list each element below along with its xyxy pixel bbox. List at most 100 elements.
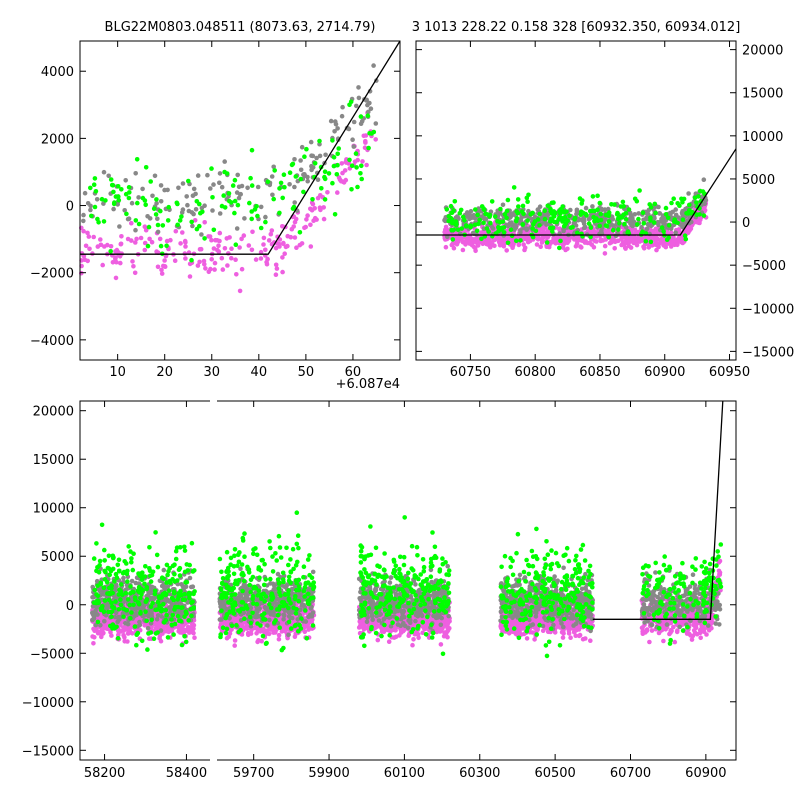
tr-green-point <box>592 218 597 224</box>
tr-magenta-point <box>527 238 533 244</box>
tl-grey-point <box>180 207 186 212</box>
b-green-point <box>268 576 273 582</box>
tr-green-point <box>519 209 525 214</box>
tl-grey-point <box>328 118 334 124</box>
tr-green-point <box>452 199 458 204</box>
b-green-point <box>97 558 103 564</box>
tl-magenta-point <box>155 264 161 270</box>
tl-green-point <box>366 145 371 151</box>
tl-magenta-point <box>164 238 170 244</box>
tr-green-point <box>675 201 680 206</box>
tl-grey-point <box>217 180 222 186</box>
b-green-point <box>124 608 129 613</box>
tl-green-point <box>287 170 293 175</box>
tr-green-point <box>513 218 519 224</box>
tl-green-point <box>271 196 277 202</box>
tl-magenta-point <box>265 256 270 262</box>
tl-magenta-point <box>157 236 163 242</box>
tr-green-point <box>558 238 563 244</box>
b-green-point <box>270 554 275 559</box>
tl-green-point <box>224 171 230 176</box>
tl-green-point <box>293 174 299 179</box>
tl-green-point <box>93 189 99 194</box>
b-green-point <box>102 547 107 553</box>
tr-green-point <box>481 207 487 213</box>
tr-green-point <box>509 233 515 239</box>
tr-green-point <box>518 238 523 243</box>
b-green-point <box>189 600 194 605</box>
tl-grey-point <box>236 195 242 201</box>
tl-magenta-point <box>239 266 245 272</box>
tl-magenta-point <box>202 220 207 225</box>
tl-magenta-point <box>180 230 185 235</box>
tl-magenta-point <box>250 229 255 235</box>
tl-grey-point <box>299 144 305 150</box>
tr-magenta-point <box>668 230 674 235</box>
b-green-point <box>99 522 105 528</box>
tl-green-point <box>145 243 151 249</box>
b-green-point <box>229 623 235 629</box>
tr-green-point <box>542 216 548 222</box>
tl-grey-point <box>371 63 376 68</box>
tr-green-point <box>501 225 507 230</box>
b-green-point <box>178 588 183 594</box>
tr-magenta-point <box>619 242 624 248</box>
tl-magenta-point <box>318 193 323 198</box>
tr-green-point <box>632 196 638 202</box>
tl-grey-point <box>305 178 311 184</box>
tl-magenta-point <box>100 262 105 268</box>
tl-magenta-point <box>219 255 225 261</box>
b-magenta-point <box>292 634 298 639</box>
tr-grey-point <box>647 222 652 228</box>
tr-green-point <box>450 237 456 242</box>
b-green-point <box>183 639 189 645</box>
tl-grey-point <box>117 224 122 229</box>
tl-green-point <box>358 171 363 176</box>
tr-magenta-point <box>626 236 631 242</box>
tl-grey-point <box>263 214 268 220</box>
tl-green-point <box>221 193 226 198</box>
b-green-point <box>242 531 247 536</box>
b-grey-point <box>161 567 167 573</box>
tl-magenta-point <box>312 215 318 221</box>
tr-green-point <box>696 194 701 199</box>
b-green-point <box>124 561 129 566</box>
tr-green-point <box>687 202 692 208</box>
tl-grey-point <box>292 157 297 162</box>
b-green-point <box>188 607 194 612</box>
b-green-point <box>268 545 273 551</box>
tr-magenta-point <box>615 238 620 244</box>
b-grey-point <box>303 619 309 624</box>
tr-green-point <box>464 223 469 229</box>
b-green-point <box>164 562 170 568</box>
tl-y-tick-label: −2000 <box>30 267 74 282</box>
tl-green-point <box>197 223 202 229</box>
tl-grey-point <box>314 155 319 161</box>
tr-green-point <box>558 211 563 216</box>
b-green-point <box>143 564 148 569</box>
tr-green-point <box>449 210 455 215</box>
tl-magenta-point <box>113 275 119 281</box>
tl-magenta-point <box>341 180 347 185</box>
tr-green-point <box>500 219 506 224</box>
tl-grey-point <box>323 152 328 158</box>
b-green-point <box>184 579 190 585</box>
tl-grey-point <box>152 173 158 179</box>
b-green-point <box>152 591 158 597</box>
b-green-point <box>304 636 310 641</box>
tl-model-line <box>80 40 401 255</box>
tl-magenta-point <box>203 266 208 271</box>
tl-green-point <box>319 186 324 191</box>
tr-magenta-point <box>594 239 599 244</box>
tl-magenta-point <box>119 234 124 239</box>
tl-green-point <box>153 212 159 217</box>
tl-green-point <box>222 205 228 210</box>
tl-magenta-point <box>308 206 313 212</box>
tr-grey-point <box>469 215 475 221</box>
tl-grey-point <box>270 192 275 198</box>
tl-green-point <box>249 183 255 188</box>
tl-grey-point <box>185 202 190 208</box>
tr-magenta-point <box>573 244 579 249</box>
b-green-point <box>95 598 101 604</box>
